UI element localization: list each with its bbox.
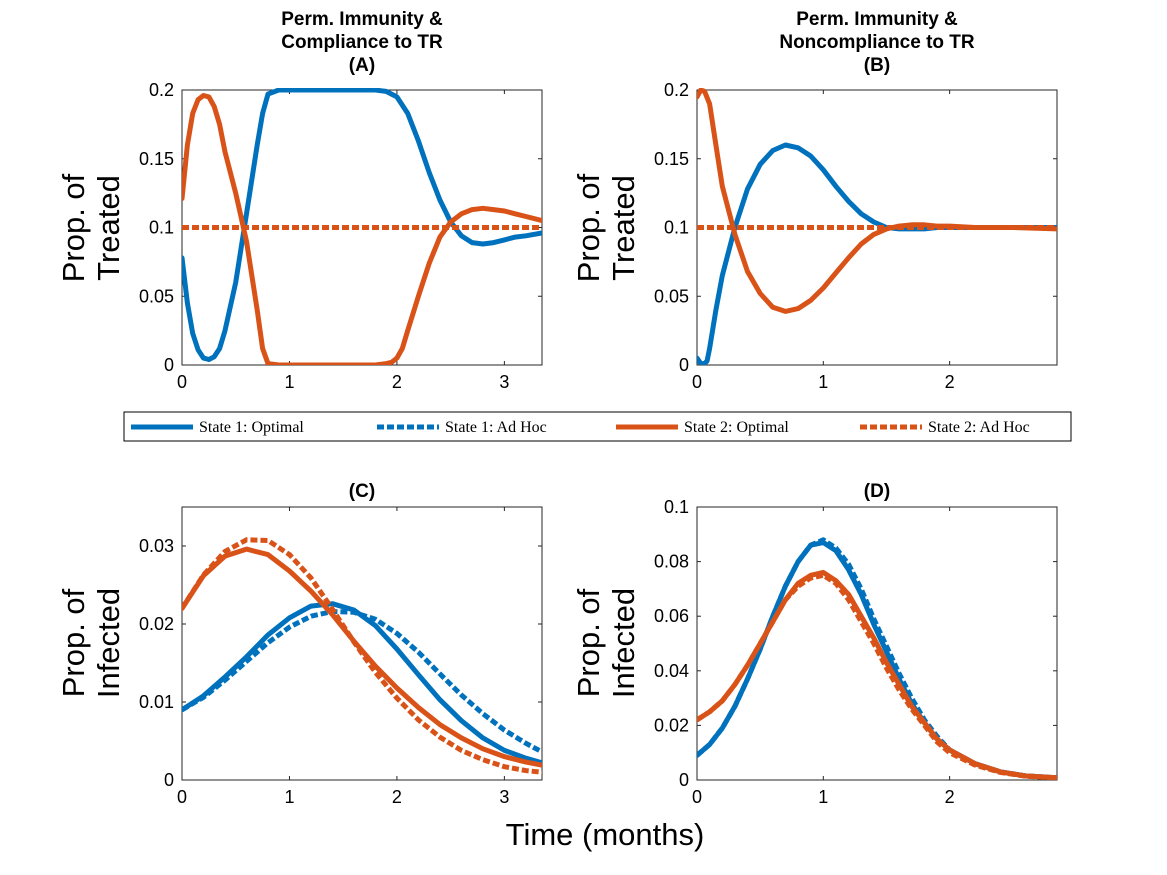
subplot-title: Perm. Immunity & — [281, 9, 443, 30]
subplot-c: 0 1 2 3 0 0.01 0.02 0.03 (C) Prop. ofInfected — [56, 481, 543, 807]
y-tick-label: 0 — [164, 355, 174, 375]
y-tick-label: 0.08 — [654, 552, 689, 572]
x-tick-label: 0 — [177, 787, 187, 807]
series-group — [697, 537, 1057, 780]
y-tick-label: 0.15 — [654, 149, 689, 169]
x-tick-label: 1 — [818, 787, 828, 807]
subplot-title: (D) — [864, 481, 890, 502]
x-tick-label: 3 — [499, 372, 509, 392]
subplot-title: Perm. Immunity & — [796, 9, 958, 30]
legend-label: State 2: Optimal — [684, 419, 789, 436]
series-group — [697, 88, 1057, 365]
y-axis-label: Prop. ofInfected — [56, 588, 126, 698]
x-tick-label: 2 — [945, 372, 955, 392]
y-tick-label: 0.1 — [664, 218, 689, 238]
y-tick-label: 0.04 — [654, 661, 689, 681]
legend-entry: State 2: Ad Hoc — [860, 419, 1030, 436]
y-axis-label: Prop. ofInfected — [571, 588, 641, 698]
legend-label: State 1: Optimal — [199, 419, 304, 436]
y-axis-label: Prop. ofTreated — [56, 173, 126, 282]
x-tick-label: 0 — [177, 372, 187, 392]
x-tick-label: 2 — [945, 787, 955, 807]
y-tick-label: 0.2 — [664, 80, 689, 100]
series-line-4 — [697, 572, 1057, 780]
legend-items: State 1: Optimal State 1: Ad Hoc State 2: … — [131, 419, 1030, 436]
subplot-d: 0 1 2 0 0.02 0.04 0.06 0.08 0.1 (D) Prop. ofInfect… — [571, 481, 1058, 807]
y-tick-label: 0.2 — [149, 80, 174, 100]
series-line-2 — [182, 609, 542, 755]
y-tick-label: 0.06 — [654, 606, 689, 626]
y-tick-label: 0.1 — [664, 497, 689, 517]
legend-label: State 2: Ad Hoc — [928, 419, 1030, 436]
legend-label: State 1: Ad Hoc — [445, 419, 547, 436]
y-tick-label: 0.03 — [139, 536, 174, 556]
x-tick-label: 1 — [818, 372, 828, 392]
subplot-title: (C) — [349, 481, 375, 502]
series-line-4 — [182, 537, 542, 775]
y-tick-label: 0 — [679, 770, 689, 790]
x-tick-label: 2 — [392, 787, 402, 807]
x-tick-label: 0 — [692, 372, 702, 392]
y-tick-label: 0 — [679, 355, 689, 375]
subplot-title: (A) — [349, 55, 375, 76]
series-group — [182, 537, 542, 775]
y-axis-label: Prop. ofTreated — [571, 173, 641, 282]
y-tick-label: 0.02 — [139, 614, 174, 634]
x-tick-label: 1 — [284, 372, 294, 392]
legend-entry: State 1: Ad Hoc — [377, 419, 547, 436]
subplot-title: (B) — [864, 55, 890, 76]
x-tick-label: 2 — [392, 372, 402, 392]
subplot-title: Compliance to TR — [281, 32, 443, 53]
series-line-3 — [182, 546, 542, 768]
y-tick-label: 0.05 — [139, 286, 174, 306]
x-tick-label: 1 — [284, 787, 294, 807]
series-group — [182, 88, 542, 365]
y-tick-label: 0.1 — [149, 218, 174, 238]
y-tick-label: 0.02 — [654, 715, 689, 735]
series-line-3 — [182, 93, 542, 365]
x-tick-label: 0 — [692, 787, 702, 807]
legend: State 1: Optimal State 1: Ad Hoc State 2: … — [123, 411, 1072, 442]
y-tick-label: 0.15 — [139, 149, 174, 169]
y-tick-label: 0.05 — [654, 286, 689, 306]
subplot-title: Noncompliance to TR — [779, 32, 975, 53]
x-axis-label: Time (months) — [506, 817, 705, 852]
x-tick-label: 3 — [499, 787, 509, 807]
y-tick-label: 0.01 — [139, 692, 174, 712]
legend-entry: State 1: Optimal — [131, 419, 304, 436]
series-line-1 — [182, 88, 542, 362]
subplot-b: 0 1 2 0 0.05 0.1 0.15 0.2 Perm. Immunity &Noncom… — [571, 9, 1058, 392]
subplot-a: 0 1 2 3 0 0.05 0.1 0.15 0.2 Perm. Immunity &Compl… — [56, 9, 543, 392]
legend-entry: State 2: Optimal — [616, 419, 789, 436]
y-tick-label: 0 — [164, 770, 174, 790]
